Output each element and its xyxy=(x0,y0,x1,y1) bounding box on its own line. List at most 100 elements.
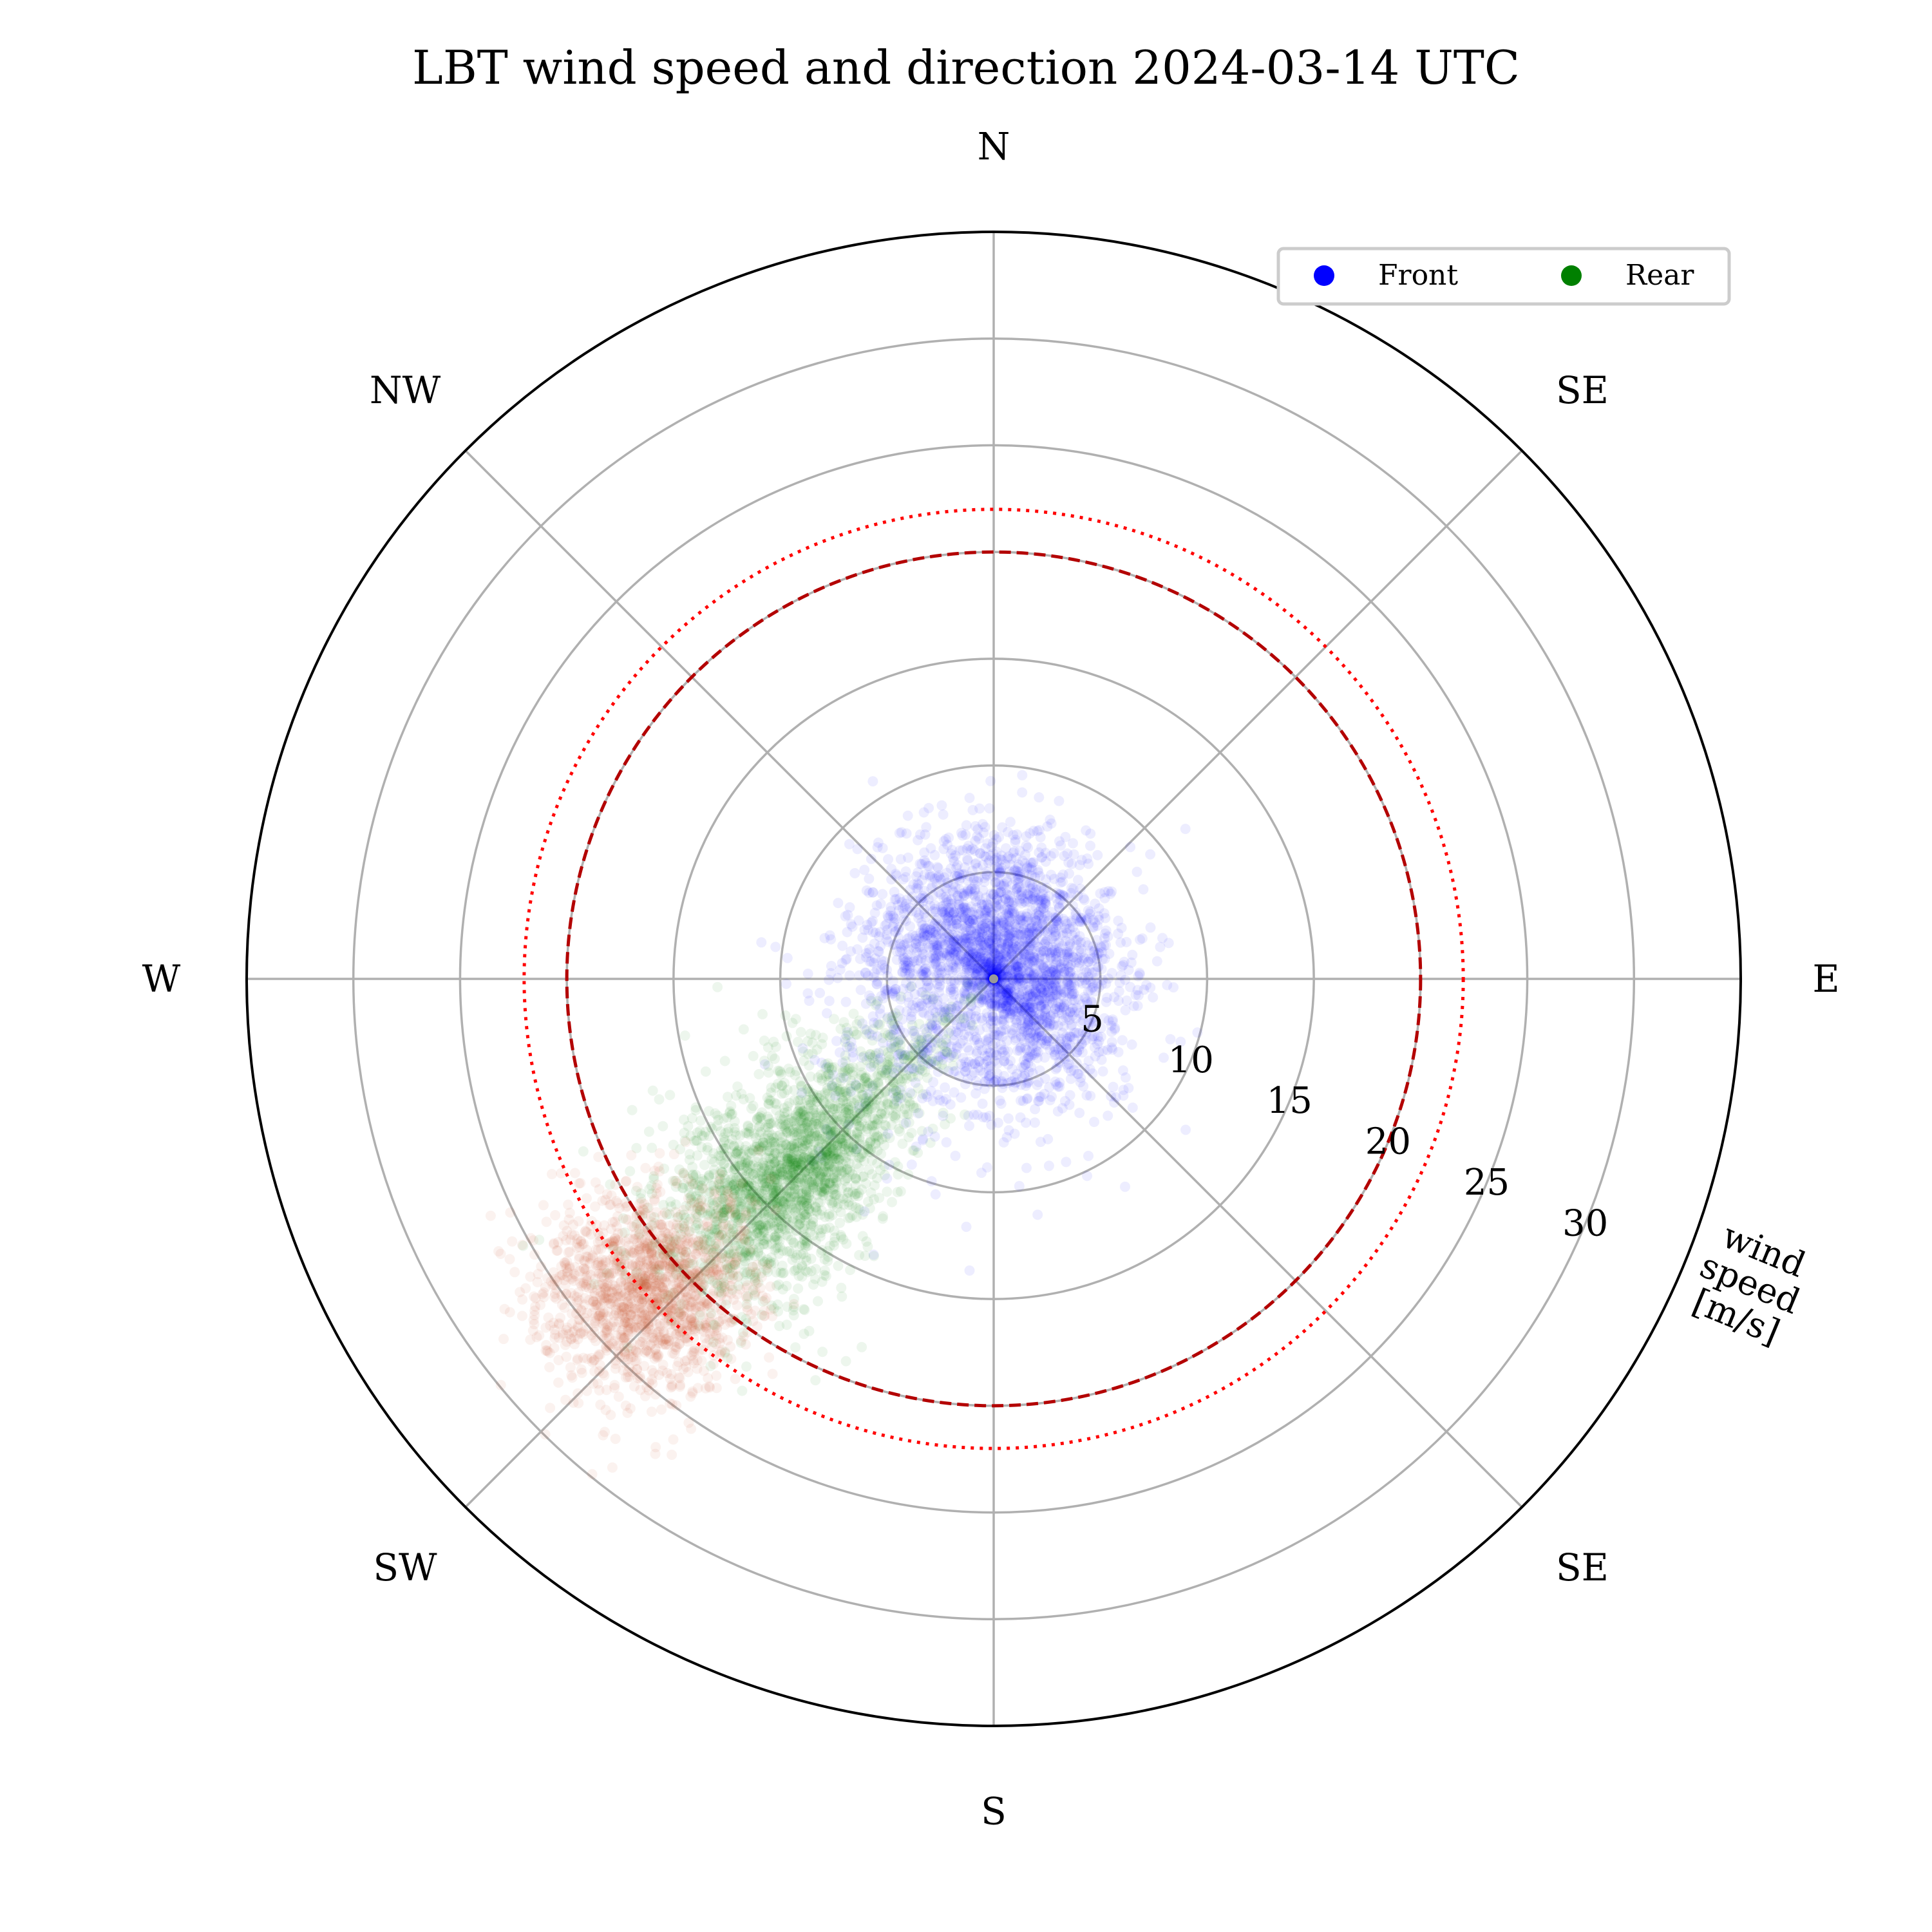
data-point xyxy=(1126,1039,1137,1050)
data-point xyxy=(1031,915,1042,926)
data-point xyxy=(1040,898,1051,909)
data-point xyxy=(919,931,930,942)
data-point xyxy=(963,974,973,985)
data-point xyxy=(871,900,882,911)
data-point xyxy=(1079,965,1090,976)
data-point xyxy=(963,949,974,960)
data-point xyxy=(712,981,723,992)
data-point xyxy=(960,1061,970,1072)
data-point xyxy=(1087,982,1098,993)
data-point xyxy=(896,827,907,838)
data-point xyxy=(771,1232,782,1243)
data-point xyxy=(1096,963,1107,974)
data-point xyxy=(1043,1160,1054,1171)
data-point xyxy=(855,985,866,996)
data-point xyxy=(941,952,952,963)
data-point xyxy=(905,967,915,978)
data-point xyxy=(1003,826,1013,837)
data-point xyxy=(878,993,889,1004)
data-point xyxy=(999,859,1010,870)
data-point xyxy=(1056,959,1066,970)
data-point xyxy=(1034,906,1045,917)
data-point xyxy=(1035,1009,1046,1019)
data-point xyxy=(846,919,857,930)
data-point xyxy=(854,970,865,981)
data-point xyxy=(1180,824,1191,835)
data-point xyxy=(980,843,991,854)
data-point xyxy=(1125,981,1135,992)
data-point xyxy=(810,1375,821,1386)
data-point xyxy=(812,1159,823,1170)
data-point xyxy=(1082,1170,1092,1181)
data-point xyxy=(954,869,965,880)
data-point xyxy=(990,900,1001,911)
data-point xyxy=(953,941,964,952)
ring-gridline-10 xyxy=(779,764,1209,1194)
data-point xyxy=(940,891,951,902)
data-point xyxy=(969,875,980,886)
data-point xyxy=(985,775,996,786)
data-point xyxy=(990,930,1001,941)
data-point xyxy=(900,898,911,909)
data-point xyxy=(981,970,992,981)
radial-gridline-7 xyxy=(464,450,995,980)
data-point xyxy=(823,1191,834,1202)
data-point xyxy=(1013,972,1024,983)
data-point xyxy=(940,882,951,893)
data-point xyxy=(956,828,967,838)
data-point xyxy=(968,918,979,929)
data-point xyxy=(987,932,998,943)
data-point xyxy=(1064,946,1075,957)
data-point xyxy=(883,854,894,865)
data-point xyxy=(811,1185,822,1196)
data-point xyxy=(882,971,893,981)
data-point xyxy=(1036,891,1046,902)
data-point xyxy=(864,947,875,958)
data-point xyxy=(1038,884,1049,895)
data-point xyxy=(869,1251,879,1262)
data-point xyxy=(802,969,813,979)
data-point xyxy=(950,1150,961,1161)
data-point xyxy=(1115,937,1126,948)
data-point xyxy=(741,1161,752,1172)
data-point xyxy=(957,904,967,914)
data-point xyxy=(833,1260,844,1271)
data-point xyxy=(875,898,886,909)
data-point xyxy=(992,964,1002,975)
data-point xyxy=(770,1182,781,1193)
data-point xyxy=(1001,951,1012,961)
data-point xyxy=(998,1137,1009,1148)
data-point xyxy=(925,1018,936,1029)
data-point xyxy=(1001,888,1012,899)
data-point xyxy=(949,936,960,947)
data-point xyxy=(1030,937,1041,948)
data-point xyxy=(1021,908,1032,919)
data-point xyxy=(961,981,972,992)
data-point xyxy=(1045,951,1056,962)
data-point xyxy=(994,887,1005,898)
data-point xyxy=(971,896,981,907)
data-point xyxy=(1043,966,1054,977)
data-point xyxy=(1032,865,1043,876)
data-point xyxy=(1019,896,1030,907)
ring-gridline-30 xyxy=(352,337,1636,1621)
data-point xyxy=(871,979,882,990)
data-point xyxy=(782,1231,793,1242)
data-point xyxy=(787,1248,798,1259)
data-point xyxy=(940,834,951,845)
data-point xyxy=(1011,942,1022,952)
data-point xyxy=(928,958,939,969)
data-point xyxy=(976,905,987,916)
data-point xyxy=(802,1084,813,1095)
data-point xyxy=(996,887,1006,898)
data-point xyxy=(921,994,932,1005)
data-point xyxy=(886,1038,897,1049)
data-point xyxy=(1054,836,1065,847)
data-point xyxy=(961,903,972,914)
data-point xyxy=(1074,945,1084,956)
data-point xyxy=(1046,933,1057,944)
data-point xyxy=(1057,869,1068,880)
data-point xyxy=(968,948,978,959)
data-point xyxy=(960,905,971,916)
data-point xyxy=(962,907,973,918)
